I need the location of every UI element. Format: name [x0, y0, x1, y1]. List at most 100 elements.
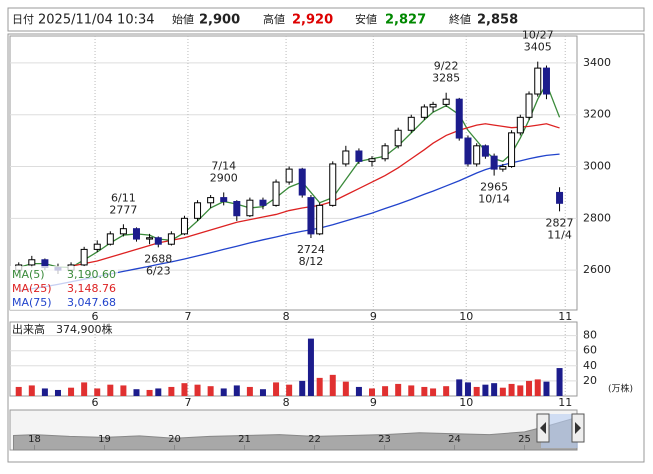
label: 安値: [355, 12, 377, 26]
x-tick-label: 10: [459, 396, 473, 409]
volume-bar: [421, 386, 428, 396]
y-tick-label: 2600: [583, 263, 611, 276]
volume-bar: [81, 382, 88, 396]
volume-title: 出来高: [12, 322, 45, 336]
legend-name: MA(5): [12, 268, 45, 281]
annotation-date: 6/11: [111, 191, 136, 204]
legend-value: 3,190.60: [67, 268, 116, 281]
volume-bar: [299, 380, 306, 396]
annotation-price: 2827: [546, 216, 574, 229]
candle-body: [285, 168, 293, 183]
volume-bar: [168, 386, 175, 396]
frame: [7, 33, 645, 463]
volume-bar: [15, 386, 22, 396]
volume-bar: [207, 386, 214, 396]
legend-name: MA(25): [12, 282, 52, 295]
volume-bar: [259, 389, 266, 396]
legend-value: 3,047.68: [67, 296, 116, 309]
volume-bar: [286, 384, 293, 396]
close-value: 2,858: [477, 13, 518, 28]
y-tick-label: 3400: [583, 56, 611, 69]
annotation-date: 8/12: [299, 255, 324, 268]
candle-body: [272, 181, 280, 206]
volume-bar: [473, 386, 480, 396]
volume-bar: [482, 384, 489, 396]
candle-body: [106, 233, 114, 245]
price-panel: [9, 35, 578, 311]
x-tick-label: 11: [558, 396, 572, 409]
candle-body: [298, 168, 306, 196]
x-tick-label: 10: [459, 310, 473, 323]
candle-body: [329, 163, 337, 206]
volume-bar: [526, 380, 533, 396]
volume-bar: [534, 379, 541, 396]
candle-body: [342, 150, 350, 165]
volume-bar: [120, 385, 127, 396]
x-tick-label: 7: [184, 396, 191, 409]
annotation-date: 10/14: [478, 193, 510, 206]
volume-bar: [220, 388, 227, 396]
volume-latest: 374,900株: [56, 322, 113, 336]
candle-body: [233, 200, 241, 217]
volume-bar: [508, 383, 515, 396]
candle-body: [93, 243, 101, 250]
volume-bar: [68, 387, 75, 396]
candle-body: [355, 150, 363, 162]
candle-body: [442, 98, 450, 105]
annotation-date: 11/4: [547, 228, 572, 241]
candle-body: [80, 248, 88, 266]
volume-unit: (万株): [608, 383, 633, 395]
volume-bar: [54, 389, 61, 396]
volume-bar: [107, 384, 114, 396]
volume-bar: [133, 389, 140, 396]
x-tick-label: 11: [558, 310, 572, 323]
candle-body: [407, 116, 415, 131]
x-tick-label: 7: [184, 310, 191, 323]
volume-bar: [395, 383, 402, 396]
candle-body: [534, 67, 542, 95]
volume-panel: [9, 321, 578, 397]
candle-body: [316, 204, 324, 235]
candle-body: [381, 145, 389, 160]
x-tick-label: 22: [308, 434, 321, 445]
handle-arrow: [540, 422, 546, 434]
candle-body: [207, 197, 215, 204]
x-tick-label: 6: [92, 310, 99, 323]
annotation-date: 6/23: [146, 264, 171, 277]
x-tick-label: 25: [518, 434, 531, 445]
legend-name: MA(75): [12, 296, 52, 309]
candle-body: [473, 145, 481, 165]
y-tick-label: 2800: [583, 211, 611, 224]
label: 高値: [263, 12, 285, 26]
candle-body: [194, 202, 202, 219]
y-tick-label: 80: [583, 329, 597, 342]
label: 日付: [12, 13, 34, 26]
candle-body: [28, 259, 36, 266]
annotation-date: 9/22: [434, 60, 459, 73]
annotation-price: 2724: [297, 243, 325, 256]
volume-bar: [41, 388, 48, 396]
candle-body: [368, 158, 376, 162]
candle-body: [516, 116, 524, 134]
x-tick-label: 8: [283, 396, 290, 409]
volume-bar: [246, 386, 253, 396]
x-tick-label: 9: [370, 310, 377, 323]
candle-body: [464, 137, 472, 165]
annotation-price: 2777: [109, 203, 137, 216]
annotation-price: 2900: [210, 171, 238, 184]
y-tick-label: 60: [583, 344, 597, 357]
volume-bar: [443, 386, 450, 396]
candle-body: [132, 228, 140, 240]
candle-body: [455, 98, 463, 139]
open-value: 2,900: [199, 13, 240, 28]
candle-body: [420, 106, 428, 118]
x-tick-label: 21: [238, 434, 251, 445]
candle-body: [220, 197, 228, 202]
volume-bar: [382, 386, 389, 396]
low-value: 2,827: [385, 13, 426, 28]
y-tick-label: 3200: [583, 108, 611, 121]
volume-bar: [233, 385, 240, 396]
candle-body: [246, 199, 254, 217]
x-tick-label: 24: [448, 434, 461, 445]
x-tick-label: 8: [283, 310, 290, 323]
